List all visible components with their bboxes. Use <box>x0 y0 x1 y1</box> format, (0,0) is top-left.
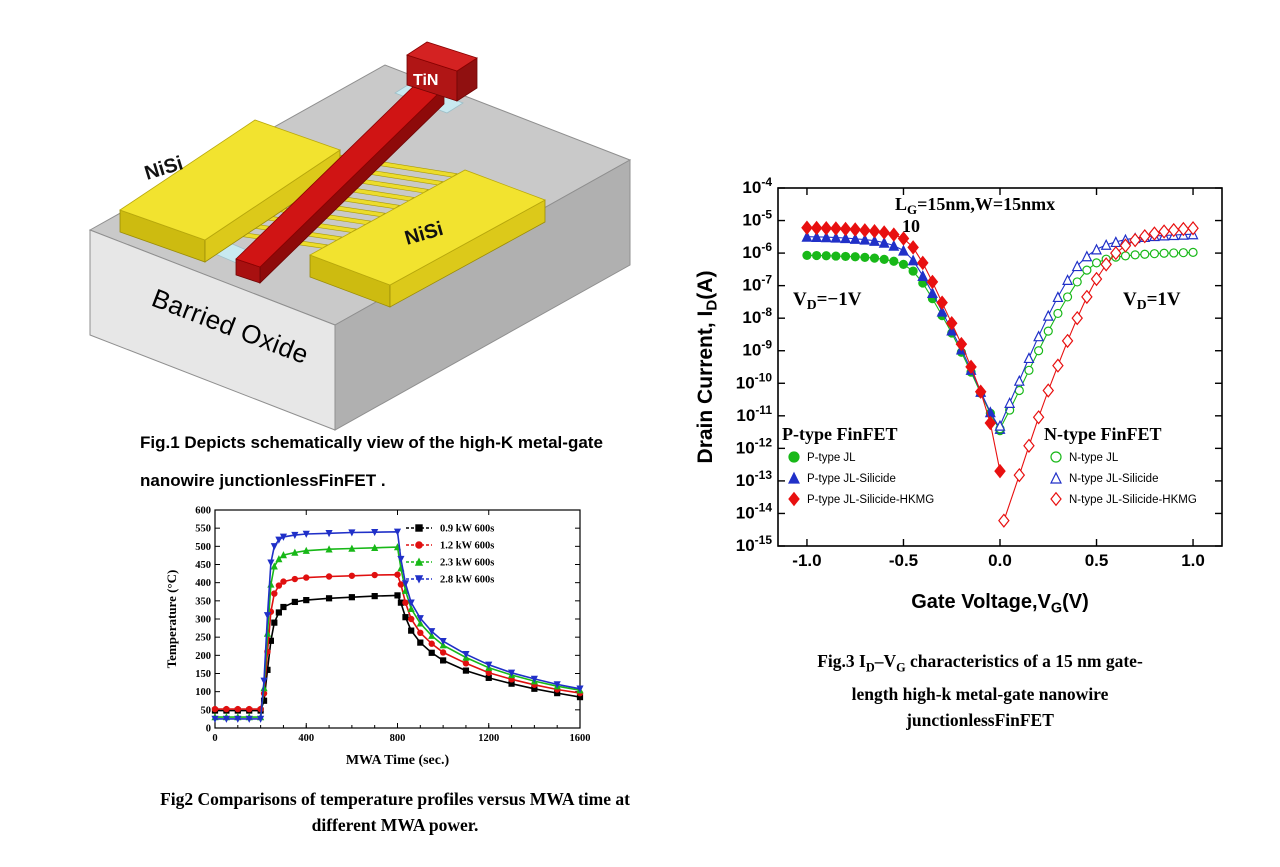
fig2-caption: Fig2 Comparisons of temperature profiles… <box>95 786 695 838</box>
fig2-caption-line2: different MWA power. <box>311 815 479 835</box>
fig3-series-5 <box>998 221 1199 528</box>
fig3-caption: Fig.3 ID–VG characteristics of a 15 nm g… <box>760 648 1200 733</box>
fig2-legend: 0.9 kW 600s 1.2 kW 600s 2.3 kW 600s 2.8 kW … <box>406 524 494 586</box>
svg-text:10-8: 10-8 <box>742 305 772 327</box>
svg-text:550: 550 <box>195 524 211 535</box>
fig3-vd-right-label: VD=1V <box>1123 289 1181 312</box>
fig1-caption-line2: nanowire junctionlessFinFET . <box>140 471 386 490</box>
fig2-xlabel: MWA Time (sec.) <box>346 753 450 768</box>
svg-text:0: 0 <box>212 733 217 744</box>
svg-text:10-12: 10-12 <box>736 435 773 457</box>
fig3-size-note-line1: LG=15nm,W=15nmx <box>895 194 1055 217</box>
svg-text:1.0: 1.0 <box>1181 551 1205 570</box>
svg-text:350: 350 <box>195 596 211 607</box>
svg-text:0.0: 0.0 <box>988 551 1012 570</box>
fig3-vd-left-label: VD=−1V <box>793 289 862 312</box>
fig3-legend-ptype-item-0: P-type JL <box>807 452 856 464</box>
fig3-size-note-line2: 10 <box>902 216 920 236</box>
fig3-caption-l1d: G <box>896 660 906 675</box>
svg-text:-0.5: -0.5 <box>889 551 918 570</box>
fig3-legend-ntype-title: N-type FinFET <box>1044 424 1162 444</box>
svg-text:450: 450 <box>195 560 211 571</box>
fig3-axes <box>777 187 1223 547</box>
nisi-pad-left <box>119 119 341 263</box>
fig3-caption-l1c: –V <box>874 651 897 671</box>
svg-text:10-15: 10-15 <box>736 533 773 555</box>
svg-text:300: 300 <box>195 615 211 626</box>
fig3-caption-l1b: D <box>865 660 875 675</box>
svg-text:1600: 1600 <box>570 733 591 744</box>
fig3-ylabel: Drain Current, ID(A) <box>694 271 721 464</box>
svg-text:500: 500 <box>195 542 211 553</box>
svg-text:10-10: 10-10 <box>736 370 773 392</box>
fig3-caption-line1: Fig.3 ID–VG characteristics of a 15 nm g… <box>760 648 1200 681</box>
svg-text:50: 50 <box>201 705 212 716</box>
svg-text:200: 200 <box>195 651 211 662</box>
svg-text:2.3 kW 600s: 2.3 kW 600s <box>440 558 494 569</box>
fig3-xtick-labels: -1.0 -0.5 0.0 0.5 1.0 <box>792 551 1205 570</box>
fig3-legend-ntype: N-type FinFET N-type JL N-type JL-Silicide… <box>1044 424 1197 507</box>
fig3-legend-ptype-item-2: P-type JL-Silicide-HKMG <box>807 494 934 506</box>
svg-text:2.8 kW 600s: 2.8 kW 600s <box>440 575 494 586</box>
fig3-legend-ntype-item-1: N-type JL-Silicide <box>1069 473 1158 485</box>
svg-text:800: 800 <box>390 733 406 744</box>
fig1-device-diagram: TiN NiSi NiSi Barried Oxide <box>88 41 632 431</box>
svg-text:1200: 1200 <box>478 733 499 744</box>
svg-text:0.9 kW 600s: 0.9 kW 600s <box>440 524 494 535</box>
fig3-caption-l1e: characteristics of a 15 nm gate- <box>905 651 1143 671</box>
svg-text:400: 400 <box>298 733 314 744</box>
gate-bar <box>235 79 445 284</box>
fig3-legend-ntype-item-0: N-type JL <box>1069 452 1119 464</box>
fig2-series-2 <box>211 543 584 721</box>
svg-text:1.2 kW 600s: 1.2 kW 600s <box>440 541 494 552</box>
svg-text:-1.0: -1.0 <box>792 551 821 570</box>
svg-text:100: 100 <box>195 687 211 698</box>
fig1-caption: Fig.1 Depicts schematically view of the … <box>140 424 680 500</box>
tin-label: TiN <box>413 72 438 89</box>
fig3-series-0 <box>802 250 1005 436</box>
fig2-series-3 <box>211 528 584 723</box>
svg-text:10-4: 10-4 <box>742 175 772 197</box>
svg-text:600: 600 <box>195 506 211 517</box>
svg-text:10-5: 10-5 <box>742 208 772 230</box>
svg-text:10-6: 10-6 <box>742 240 772 262</box>
nisi-pad-right <box>309 169 546 308</box>
fig2-axes <box>214 509 581 729</box>
fig3-caption-line3: junctionlessFinFET <box>906 709 1054 730</box>
fig3-series-3 <box>995 247 1198 434</box>
fig2-temperature-chart: 0 50 100 150 200 250 300 350 400 450 500 550 600 0 400… <box>164 506 590 769</box>
fig3-xlabel: Gate Voltage,VG(V) <box>911 591 1089 616</box>
svg-text:10-7: 10-7 <box>742 273 772 295</box>
svg-text:10-9: 10-9 <box>742 338 772 360</box>
fig2-caption-line1: Fig2 Comparisons of temperature profiles… <box>160 789 630 809</box>
fig3-legend-ntype-item-2: N-type JL-Silicide-HKMG <box>1069 494 1197 506</box>
svg-text:0.5: 0.5 <box>1085 551 1109 570</box>
svg-text:250: 250 <box>195 633 211 644</box>
fig1-caption-line1: Fig.1 Depicts schematically view of the … <box>140 433 603 452</box>
fig2-tick-labels: 0 50 100 150 200 250 300 350 400 450 500 550 600 0 400… <box>195 506 590 745</box>
svg-text:10-13: 10-13 <box>736 468 773 490</box>
fig3-legend-ptype: P-type FinFET P-type JL P-type JL-Silicide… <box>782 424 934 507</box>
fig3-idvg-chart: 10-4 10-5 10-6 10-7 10-8 10-9 10-10 10-11 10-12 1… <box>694 175 1223 616</box>
fig3-series-2 <box>801 220 1006 479</box>
fig3-caption-line2: length high-k metal-gate nanowire <box>851 683 1109 704</box>
svg-text:10-11: 10-11 <box>736 403 772 425</box>
fig3-legend-ptype-item-1: P-type JL-Silicide <box>807 473 896 485</box>
fig2-ylabel: Temperature (°C) <box>164 570 179 669</box>
svg-text:10-14: 10-14 <box>736 500 773 522</box>
fig3-ytick-labels: 10-4 10-5 10-6 10-7 10-8 10-9 10-10 10-11 10-12 1… <box>736 175 773 555</box>
svg-text:150: 150 <box>195 669 211 680</box>
svg-text:0: 0 <box>206 724 211 735</box>
fig3-caption-l1a: Fig.3 I <box>817 651 866 671</box>
svg-text:400: 400 <box>195 578 211 589</box>
tin-gate-block <box>406 41 478 102</box>
fig3-legend-ptype-title: P-type FinFET <box>782 424 898 444</box>
